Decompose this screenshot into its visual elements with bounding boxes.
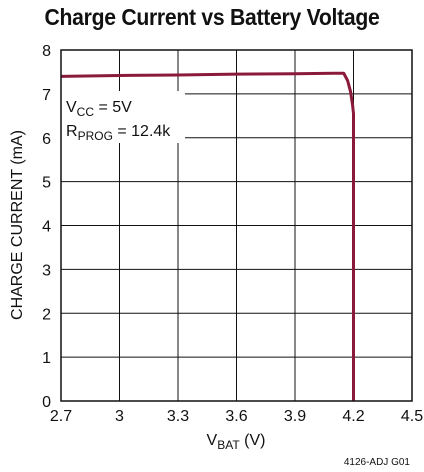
annotation-group: VCC = 5V RPROG = 12.4k [61,91,185,143]
x-tick-label: 3 [115,408,124,425]
y-tick-label: 1 [42,350,51,367]
x-axis-label: VBAT (V) [207,432,266,452]
x-tick-label: 4.5 [401,408,423,425]
chart-title: Charge Current vs Battery Voltage [44,4,380,30]
plot-frame [60,49,413,402]
y-tick-label: 7 [42,87,51,104]
vcc-annotation: VCC = 5V [66,99,132,119]
y-tick-label: 6 [42,131,51,148]
x-tick-label: 3.6 [225,408,247,425]
x-tick-label: 2.7 [50,408,72,425]
charge-current-line [60,71,355,401]
y-tick-label: 2 [42,306,51,323]
y-tick-label: 4 [42,219,51,236]
y-axis-label: CHARGE CURRENT (mA) [9,130,26,320]
series-layer [60,71,355,401]
tick-labels: 2.7 3 3.3 3.6 3.9 4.2 4.5 0 1 2 3 4 5 6 7 8 [42,43,423,425]
y-tick-label: 0 [42,394,51,411]
rprog-annotation: RPROG = 12.4k [66,123,171,143]
x-tick-label: 3.3 [167,408,189,425]
y-tick-label: 5 [42,175,51,192]
x-tick-label: 3.9 [284,408,306,425]
y-tick-label: 3 [42,262,51,279]
x-tick-label: 4.2 [342,408,364,425]
figure-code: 4126-ADJ G01 [344,457,411,468]
annotation-background [61,91,185,143]
y-tick-label: 8 [42,43,51,60]
